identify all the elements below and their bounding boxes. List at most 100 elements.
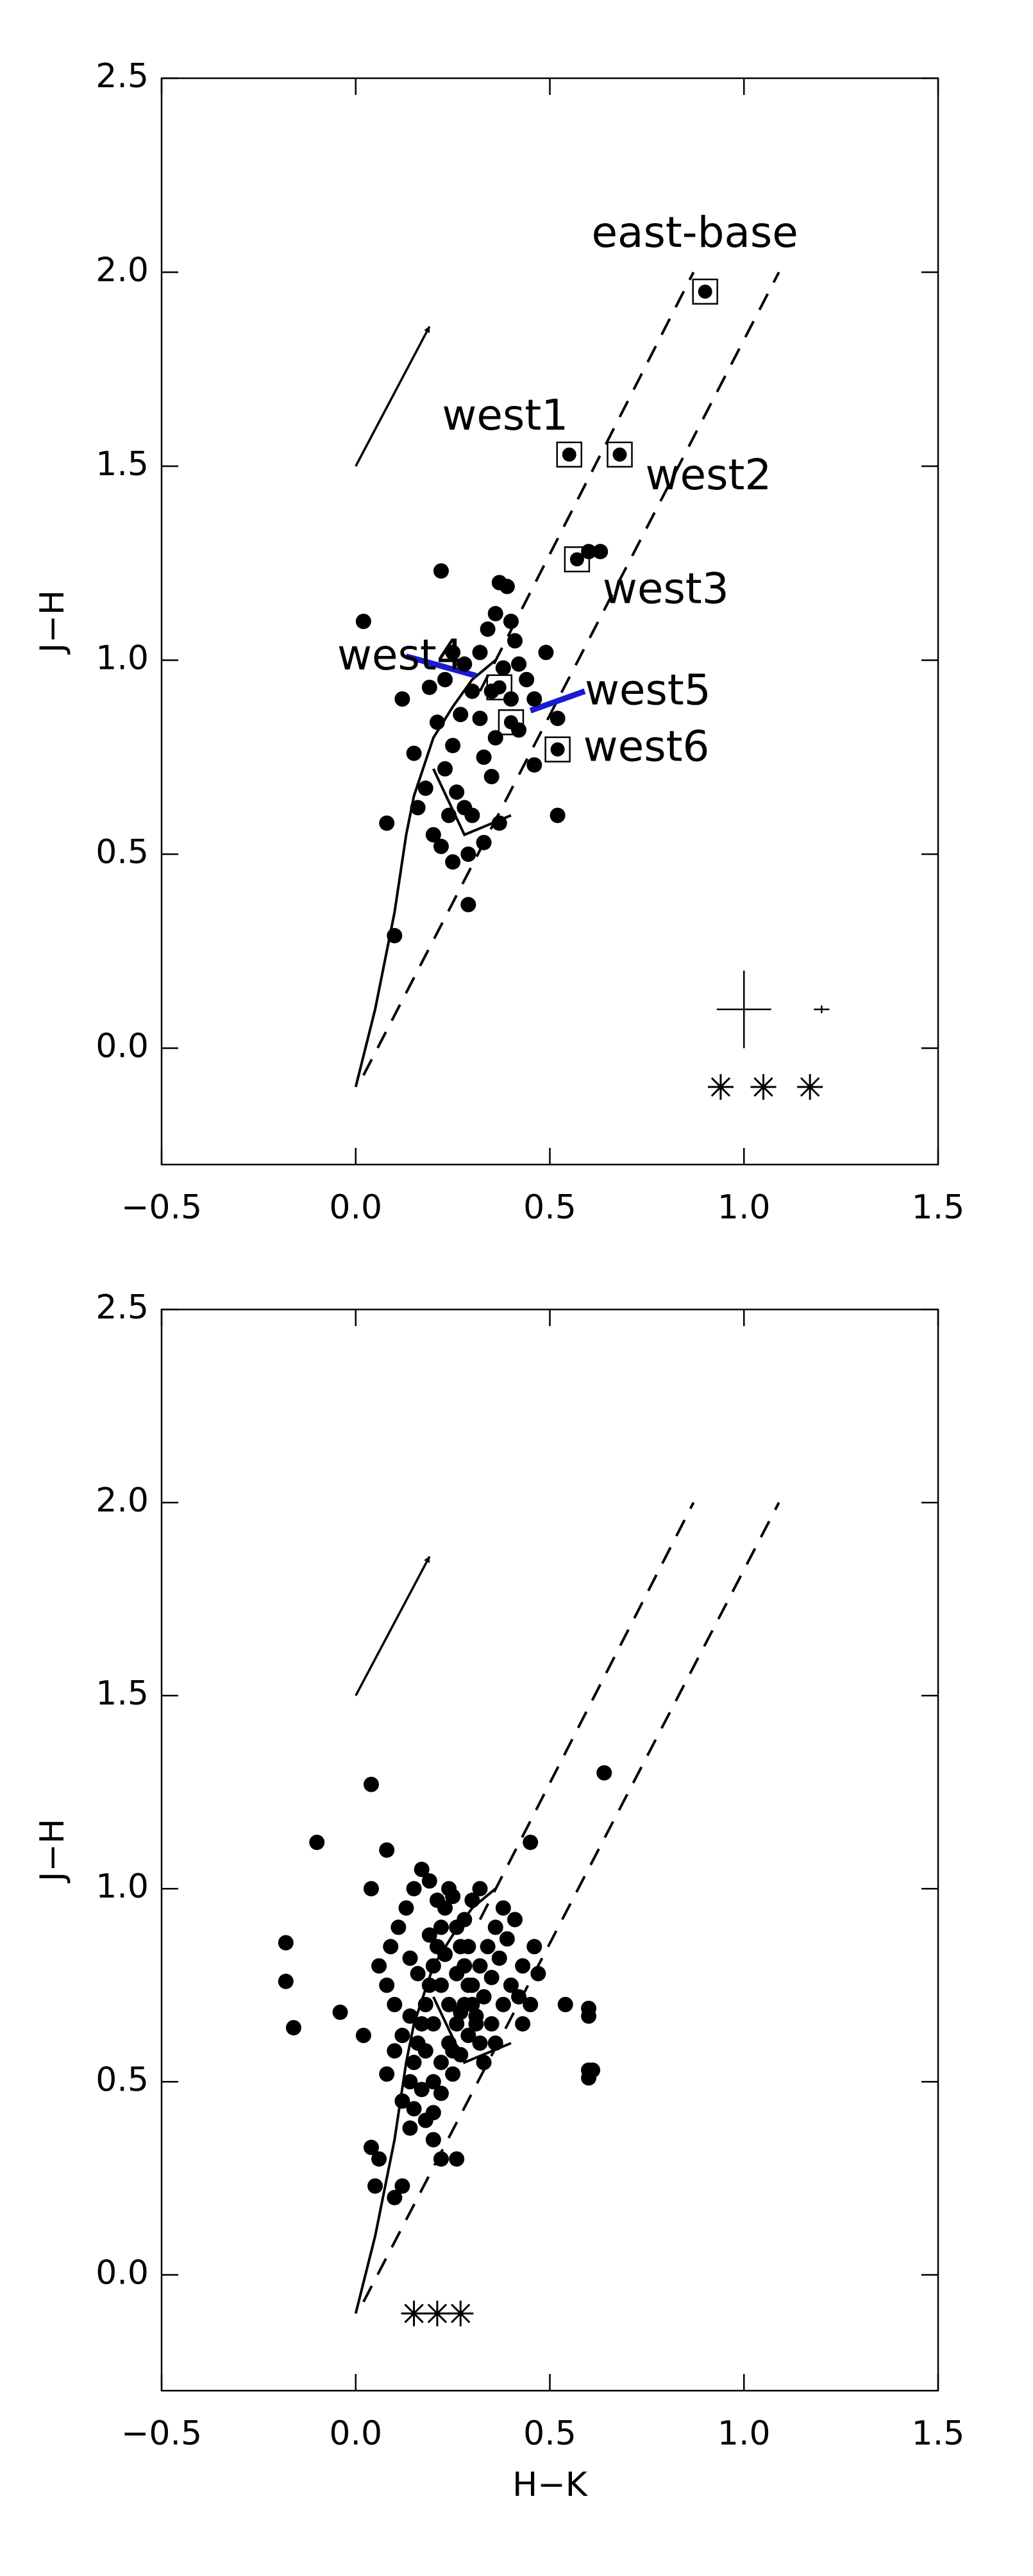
y-axis-label: J−H [33,590,72,655]
star-marker [448,2300,474,2327]
labeled-point [492,680,507,695]
y-tick-label: 0.0 [96,1027,149,1066]
y-tick-label: 0.0 [96,2253,149,2292]
point [464,1977,480,1993]
point [581,2008,597,2024]
point [550,807,566,823]
point [523,1834,539,1850]
point [483,2016,500,2032]
x-tick-label: 0.0 [329,1188,382,1227]
point [472,644,488,661]
point-box [607,441,633,468]
point [460,897,476,913]
point [371,2151,387,2167]
point [371,1958,387,1974]
point [414,2016,430,2032]
point [391,1919,407,1935]
labeled-point [562,447,576,462]
point [379,1842,395,1858]
point [309,1834,325,1850]
point [495,1900,511,1916]
point [472,1958,488,1974]
point [487,2035,503,2051]
point [460,2028,476,2044]
star-marker [424,2300,450,2327]
point [495,1996,511,2012]
y-tick-label: 2.0 [96,1481,149,1520]
point [480,621,496,637]
point [363,1776,379,1792]
labeled-point [569,552,584,567]
point-label: west5 [585,665,711,714]
point [433,1977,449,1993]
point [402,1950,418,1966]
point [476,1989,492,2005]
point [406,1881,422,1897]
point [511,656,527,672]
y-tick-label: 0.5 [96,833,149,871]
point [285,2019,301,2035]
point [387,1996,403,2012]
point [406,2055,422,2071]
point [398,1900,414,1916]
point [449,2016,465,2032]
point [491,1950,507,1966]
plot-frame [160,1308,939,2392]
labeled-point [550,742,565,757]
x-tick-label: −0.5 [121,1188,202,1227]
point [402,2074,418,2090]
point-label: west1 [442,391,568,440]
point [425,1958,441,1974]
point [499,1931,515,1947]
point [332,2004,348,2020]
point [379,1977,395,1993]
point [421,1873,437,1889]
point [460,1939,476,1955]
point-label: west6 [584,722,710,771]
point-label: west4 [337,630,464,680]
point [495,660,511,676]
point [433,563,449,579]
reddening-arrow [355,1556,431,1696]
point [445,737,461,753]
point [476,834,492,850]
x-tick-label: 1.5 [912,2414,965,2453]
point [523,1996,539,2012]
point [441,807,457,823]
plot: −0.5 0.0 0.5 1.0 1.5 0.0 0.5 1.0 1.5 2.0 2.5 J−H H−K [33,1288,964,2504]
point [449,1966,465,1982]
point [530,1966,546,1982]
point [425,2016,441,2032]
point [476,2055,492,2071]
point [538,644,554,661]
point [414,2082,430,2098]
point [487,730,503,746]
point [437,671,453,687]
point [550,711,566,727]
point [437,761,453,777]
point [367,2178,383,2194]
point [417,1996,433,2012]
point [417,2043,433,2059]
point [491,815,507,831]
point [363,1881,379,1897]
point [421,1977,437,1993]
x-axis-label: H−K [512,2466,589,2504]
point [557,1996,573,2012]
point-box [486,674,513,701]
plot: −0.5 0.0 0.5 1.0 1.5 0.0 0.5 1.0 1.5 2.0 2.5 J−H eas… [33,57,964,1227]
point [581,2062,597,2078]
y-tick-label: 2.5 [96,1288,149,1327]
star-marker [797,1074,823,1100]
point-box [692,278,718,305]
point [460,846,476,862]
point [472,1881,488,1897]
point-label: west2 [645,450,771,500]
point [417,780,433,796]
point [511,1989,527,2005]
point [526,1939,542,1955]
point [433,1919,449,1935]
point [421,679,437,695]
x-tick-label: 0.0 [329,2414,382,2453]
x-tick-label: 1.0 [718,1188,771,1227]
